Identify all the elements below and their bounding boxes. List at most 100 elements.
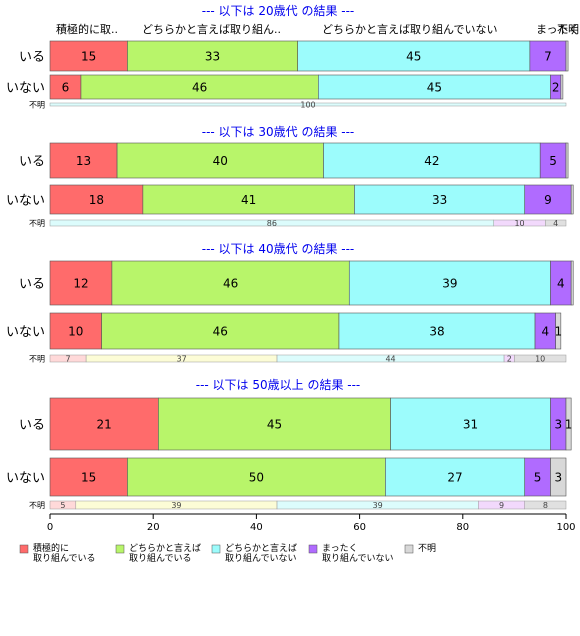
bar-value-label: 15 [81,50,96,64]
bar-value-label: 13 [76,154,91,168]
bar-value-label: 50 [249,471,264,485]
bar-value-label: 4 [553,219,558,228]
legend-label: どちらかと言えば [129,542,201,554]
bar-value-label: 1 [554,325,562,339]
bar-segment [49,74,82,100]
bar-segment [101,312,340,350]
legend-label: 取り組んでいない [322,552,394,564]
bar-segment [524,500,567,510]
bar-value-label: 100 [300,101,315,110]
bar-segment [127,457,386,497]
bar-value-label: 44 [385,355,395,364]
bar-value-label: 33 [205,50,220,64]
row-label: いない [6,81,45,96]
bar-value-label: 1 [565,418,573,432]
bar-value-label: 46 [192,81,207,95]
row-label: いる [19,277,45,292]
bar-segment [524,457,551,497]
bar-value-label: 41 [241,193,256,207]
bar-segment [111,260,350,306]
bar-value-label: 39 [373,501,383,510]
x-tick-label: 60 [353,522,366,533]
row-label: 不明 [29,501,45,510]
bar-value-label: 15 [81,471,96,485]
row-label: いない [6,194,45,209]
bar-segment [142,184,355,215]
bar-value-label: 7 [66,355,71,364]
x-tick-label: 40 [250,522,263,533]
bar-value-label: 3 [554,418,562,432]
bar-segment [550,457,567,497]
bar-segment [565,142,569,179]
bar-value-label: 42 [424,154,439,168]
bar-value-label: 46 [223,277,238,291]
column-header-label: 積極的に取.. [56,22,118,36]
bar-segment [49,397,159,451]
bar-value-label: 39 [171,501,181,510]
bar-value-label: 18 [89,193,104,207]
bar-value-label: 3 [554,471,562,485]
bar-segment [565,397,572,451]
bar-segment [570,260,574,306]
bar-value-label: 7 [544,50,552,64]
bar-value-label: 40 [213,154,228,168]
bar-value-label: 6 [62,81,70,95]
bar-value-label: 4 [557,277,565,291]
bar-segment [49,457,128,497]
row-label: いない [6,325,45,340]
bar-value-label: 46 [213,325,228,339]
legend-label: 取り組んでいる [129,552,192,564]
x-tick-label: 100 [556,522,575,533]
section-title: --- 以下は 30歳代 の結果 --- [202,125,355,139]
legend-label: 取り組んでいる [33,552,96,564]
bar-value-label: 10 [514,219,524,228]
bar-segment [545,219,567,227]
row-label: 不明 [29,219,45,228]
section-title: --- 以下は 50歳以上 の結果 --- [196,378,361,392]
bar-segment [354,184,526,215]
bar-value-label: 37 [176,355,186,364]
bar-segment [49,312,102,350]
bar-value-label: 86 [267,219,277,228]
legend-swatch [308,544,318,554]
bar-value-label: 45 [427,81,442,95]
row-label: いる [19,50,45,65]
bar-segment [385,457,526,497]
bar-value-label: 4 [542,325,550,339]
bar-segment [514,354,567,363]
bar-segment [127,40,298,72]
bar-segment [348,260,551,306]
bar-value-label: 9 [544,193,552,207]
bar-value-label: 10 [68,325,83,339]
legend-swatch [115,544,125,554]
bar-value-label: 45 [267,418,282,432]
bar-segment [49,260,113,306]
bar-segment [560,74,564,100]
column-header-label: 不明 [557,23,579,36]
bar-value-label: 8 [543,501,548,510]
row-label: いない [6,471,45,486]
row-label: 不明 [29,355,45,364]
bar-segment [116,142,324,179]
legend-label: 積極的に [33,542,69,554]
row-label: いる [19,418,45,433]
bar-value-label: 5 [60,501,65,510]
bar-value-label: 2 [552,81,560,95]
column-header-label: どちらかと言えば取り組ん.. [142,23,281,36]
bar-segment [323,142,541,179]
bar-value-label: 39 [442,277,457,291]
legend-swatch [19,544,29,554]
column-header-label: どちらかと言えば取り組んでいない [322,23,497,36]
bar-value-label: 31 [463,418,478,432]
bar-segment [570,184,574,215]
bar-value-label: 27 [447,471,462,485]
legend-swatch [211,544,221,554]
bar-segment [555,312,562,350]
legend-swatch [404,544,414,554]
section-title: --- 以下は 20歳代 の結果 --- [202,4,355,18]
bar-value-label: 38 [429,325,444,339]
bar-value-label: 45 [406,50,421,64]
x-tick-label: 0 [47,522,53,533]
bar-segment [524,184,572,215]
